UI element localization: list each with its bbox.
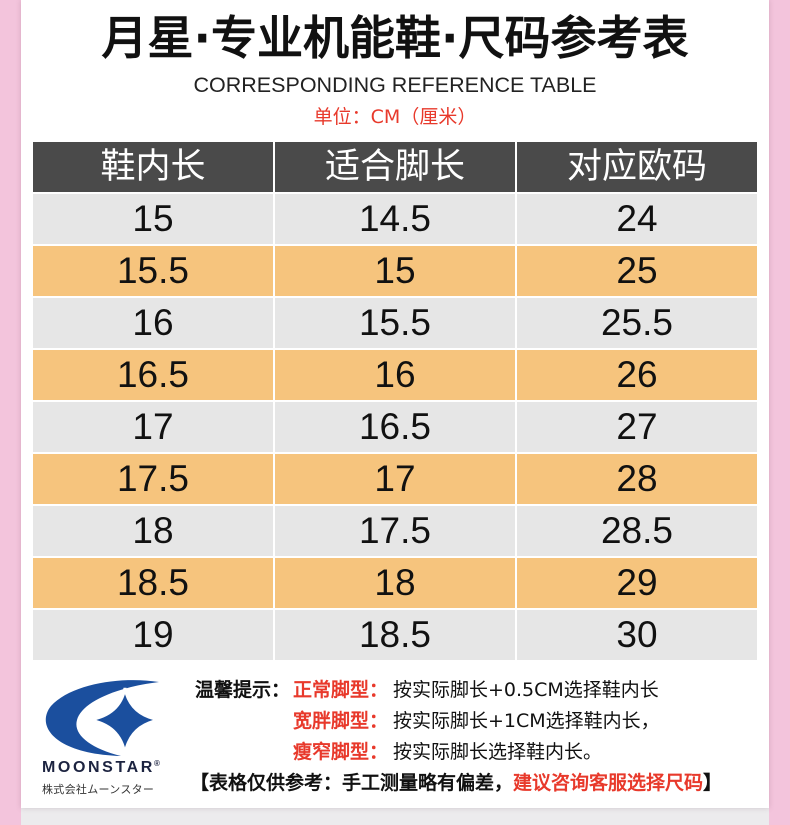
- eu-size-cell: 27: [517, 402, 757, 452]
- foot-length-cell: 15: [275, 246, 515, 296]
- header-cell-eu-size: 对应欧码: [517, 142, 757, 192]
- foot-length-cell: 17.5: [275, 506, 515, 556]
- foot-length-cell: 16.5: [275, 402, 515, 452]
- insole-length-cell: 18: [33, 506, 273, 556]
- foot-length-cell: 16: [275, 350, 515, 400]
- table-row: 18.5 18 29: [33, 558, 757, 608]
- tip-line: 宽胖脚型： 按实际脚长+1CM选择鞋内长，: [195, 706, 660, 737]
- tip-line: 瘦窄脚型： 按实际脚长选择鞋内长。: [195, 737, 660, 768]
- eu-size-cell: 25.5: [517, 298, 757, 348]
- moonstar-logo-icon: [41, 678, 161, 758]
- unit-label: 单位：CM（厘米）: [313, 106, 477, 128]
- insole-length-cell: 16: [33, 298, 273, 348]
- table-header-row: 鞋内长 适合脚长 对应欧码: [33, 142, 757, 192]
- page-subtitle: CORRESPONDING REFERENCE TABLE: [193, 73, 597, 97]
- insole-length-cell: 15.5: [33, 246, 273, 296]
- eu-size-cell: 26: [517, 350, 757, 400]
- page-title: 月星·专业机能鞋·尺码参考表: [101, 11, 689, 65]
- insole-length-cell: 15: [33, 194, 273, 244]
- tip-text: 按实际脚长选择鞋内长。: [393, 741, 603, 763]
- table-row: 15 14.5 24: [33, 194, 757, 244]
- foot-length-cell: 15.5: [275, 298, 515, 348]
- tip-label: 瘦窄脚型：: [293, 741, 389, 763]
- content-panel: 月星·专业机能鞋·尺码参考表 CORRESPONDING REFERENCE T…: [21, 0, 769, 808]
- eu-size-cell: 29: [517, 558, 757, 608]
- tip-text: 按实际脚长+0.5CM选择鞋内长: [393, 679, 659, 701]
- header-cell-foot-length: 适合脚长: [275, 142, 515, 192]
- table-row: 18 17.5 28.5: [33, 506, 757, 556]
- header-cell-insole-length: 鞋内长: [33, 142, 273, 192]
- tip-label: 正常脚型：: [293, 679, 389, 701]
- table-body: 15 14.5 24 15.5 15 25 16 15.5 25.5 16.5 …: [33, 194, 757, 660]
- tips-section: 温馨提示： 正常脚型： 按实际脚长+0.5CM选择鞋内长 宽胖脚型： 按实际脚长+1…: [195, 675, 660, 768]
- tips-intro: 温馨提示：: [195, 679, 291, 701]
- tip-line: 温馨提示： 正常脚型： 按实际脚长+0.5CM选择鞋内长: [195, 675, 660, 706]
- table-row: 19 18.5 30: [33, 610, 757, 660]
- table-row: 17.5 17 28: [33, 454, 757, 504]
- table-row: 16.5 16 26: [33, 350, 757, 400]
- disclaimer: 【表格仅供参考：手工测量略有偏差，建议咨询客服选择尺码】: [190, 768, 722, 799]
- registered-mark: ®: [153, 759, 160, 768]
- insole-length-cell: 19: [33, 610, 273, 660]
- disclaimer-suffix: 】: [703, 772, 723, 794]
- table-row: 17 16.5 27: [33, 402, 757, 452]
- bottom-band: [21, 808, 769, 825]
- insole-length-cell: 17.5: [33, 454, 273, 504]
- size-table: 鞋内长 适合脚长 对应欧码 15 14.5 24 15.5 15 25 16 1…: [33, 142, 757, 660]
- disclaimer-prefix: 【表格仅供参考：手工测量略有偏差，: [190, 772, 514, 794]
- insole-length-cell: 18.5: [33, 558, 273, 608]
- eu-size-cell: 28.5: [517, 506, 757, 556]
- foot-length-cell: 17: [275, 454, 515, 504]
- tip-text: 按实际脚长+1CM选择鞋内长，: [393, 710, 660, 732]
- foot-length-cell: 18: [275, 558, 515, 608]
- insole-length-cell: 16.5: [33, 350, 273, 400]
- brand-name-text: MOONSTAR: [42, 759, 155, 776]
- eu-size-cell: 28: [517, 454, 757, 504]
- brand-name: MOONSTAR®: [42, 757, 160, 781]
- table-row: 15.5 15 25: [33, 246, 757, 296]
- disclaimer-highlight: 建议咨询客服选择尺码: [513, 772, 704, 794]
- table-row: 16 15.5 25.5: [33, 298, 757, 348]
- eu-size-cell: 24: [517, 194, 757, 244]
- foot-length-cell: 14.5: [275, 194, 515, 244]
- eu-size-cell: 30: [517, 610, 757, 660]
- foot-length-cell: 18.5: [275, 610, 515, 660]
- tip-label: 宽胖脚型：: [293, 710, 389, 732]
- company-name: 株式会社ムーンスター: [42, 783, 155, 796]
- insole-length-cell: 17: [33, 402, 273, 452]
- eu-size-cell: 25: [517, 246, 757, 296]
